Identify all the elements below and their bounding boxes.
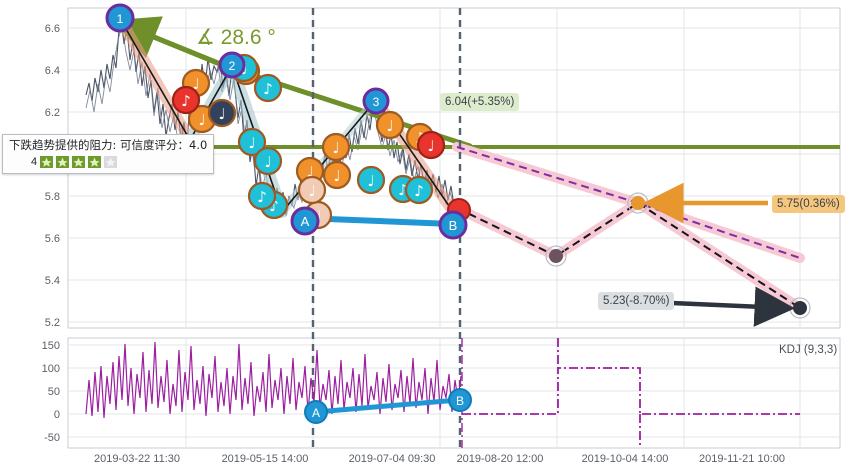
projection-node-mid [627, 192, 649, 214]
kdj-series [85, 338, 800, 448]
pattern-marker[interactable]: ♩ [253, 146, 283, 176]
svg-text:♪: ♪ [181, 92, 191, 110]
pattern-marker[interactable]: ♩ [321, 132, 351, 162]
star-half-icon [104, 156, 118, 168]
star-icon [88, 156, 102, 168]
price-tick: 6.4 [45, 65, 60, 77]
pattern-marker[interactable]: ♪ [253, 73, 283, 103]
svg-text:3: 3 [373, 95, 380, 109]
svg-text:♩: ♩ [308, 182, 315, 200]
star-icon [72, 156, 86, 168]
svg-text:♪: ♪ [414, 182, 424, 200]
star-icon [56, 156, 70, 168]
pattern-marker[interactable]: ♩ [237, 127, 267, 157]
angle-annotation: ∡ 28.6 ° [196, 26, 276, 49]
pattern-marker[interactable]: ♩ [322, 160, 352, 190]
wave-point-b[interactable]: B [438, 210, 468, 240]
kdj-wave-point-a[interactable]: A [304, 400, 328, 424]
x-axis-labels: 2019-03-22 11:30 2019-05-15 14:00 2019-0… [94, 453, 785, 465]
kdj-tick: -50 [44, 432, 60, 444]
kdj-tick: 150 [42, 340, 60, 352]
tooltip-text: 下跌趋势提供的阻力: 可信度评分：4.0 [9, 138, 208, 152]
pattern-marker[interactable]: ♪ [247, 181, 277, 211]
svg-text:1: 1 [117, 12, 124, 26]
x-tick: 2019-05-15 14:00 [222, 453, 309, 465]
kdj-tick: 0 [54, 409, 60, 421]
kdj-indicator-legend: KDJ (9,3,3) [779, 344, 838, 356]
svg-text:♩: ♩ [427, 137, 434, 155]
svg-text:♩: ♩ [367, 172, 374, 190]
x-tick: 2019-10-04 14:00 [582, 453, 669, 465]
svg-text:♩: ♩ [332, 139, 339, 157]
price-axis-labels: 6.6 6.4 6.2 6.0 5.8 5.6 5.4 5.2 [45, 23, 60, 329]
price-tick: 5.6 [45, 233, 60, 245]
svg-text:♩: ♩ [386, 117, 393, 135]
kdj-axis-labels: 150 100 50 0 -50 [42, 340, 60, 444]
projection-node-low [545, 245, 567, 267]
svg-text:2: 2 [229, 59, 236, 73]
pattern-marker[interactable]: ♩ [356, 165, 386, 195]
x-tick: 2019-07-04 09:30 [349, 453, 436, 465]
kdj-tick: 50 [48, 386, 60, 398]
target-mid-label: 5.75(0.36%) [772, 195, 845, 213]
pattern-marker[interactable]: ♪ [171, 85, 201, 115]
svg-text:♪: ♪ [263, 80, 273, 98]
svg-text:♩: ♩ [333, 167, 340, 185]
svg-text:♩: ♩ [192, 75, 199, 93]
svg-text:♩: ♩ [248, 134, 255, 152]
svg-text:B: B [456, 394, 464, 408]
target-down-label: 5.23(-8.70%) [598, 292, 675, 310]
resistance-tooltip: 下跌趋势提供的阻力: 可信度评分：4.0 4 [2, 134, 215, 174]
pattern-marker[interactable]: ♩ [375, 110, 405, 140]
price-tick: 5.8 [45, 191, 60, 203]
pattern-marker[interactable]: ♩ [416, 130, 446, 160]
kdj-wave-point-b[interactable]: B [448, 388, 472, 412]
x-tick: 2019-03-22 11:30 [94, 453, 180, 465]
price-tick: 6.2 [45, 107, 60, 119]
callout-arrow-dark [671, 286, 795, 327]
svg-text:♪: ♪ [257, 188, 267, 206]
wave-point-2[interactable]: 2 [218, 51, 246, 79]
target-up-label: 6.04(+5.35%) [440, 93, 520, 111]
svg-text:♩: ♩ [218, 105, 225, 123]
price-tick: 6.6 [45, 23, 60, 35]
wave-point-3[interactable]: 3 [362, 87, 390, 115]
price-tick: 5.2 [45, 317, 60, 329]
svg-text:♪: ♪ [398, 181, 408, 199]
svg-text:B: B [449, 218, 458, 233]
price-tick: 5.4 [45, 275, 60, 287]
svg-text:♩: ♩ [306, 163, 313, 181]
pattern-marker[interactable]: ♩ [207, 98, 237, 128]
pattern-marker[interactable]: ♩ [297, 175, 327, 205]
svg-text:♩: ♩ [198, 111, 205, 129]
kdj-ab-line [313, 397, 461, 415]
wave-point-a[interactable]: A [290, 206, 320, 236]
pattern-marker[interactable]: ♪ [404, 175, 434, 205]
svg-text:♩: ♩ [264, 153, 271, 171]
projection-node-end [789, 297, 811, 319]
kdj-tick: 100 [42, 363, 60, 375]
star-icon [40, 156, 54, 168]
rating-value: 4 [31, 156, 38, 168]
tooltip-rating: 4 [9, 155, 207, 169]
svg-text:A: A [312, 406, 320, 420]
svg-text:A: A [301, 214, 310, 229]
wave-point-1[interactable]: 1 [105, 3, 135, 33]
x-tick: 2019-11-21 10:00 [699, 453, 785, 465]
main-gridlines [68, 8, 840, 328]
svg-text:♪: ♪ [269, 197, 279, 215]
x-tick: 2019-08-20 12:00 [457, 453, 544, 465]
